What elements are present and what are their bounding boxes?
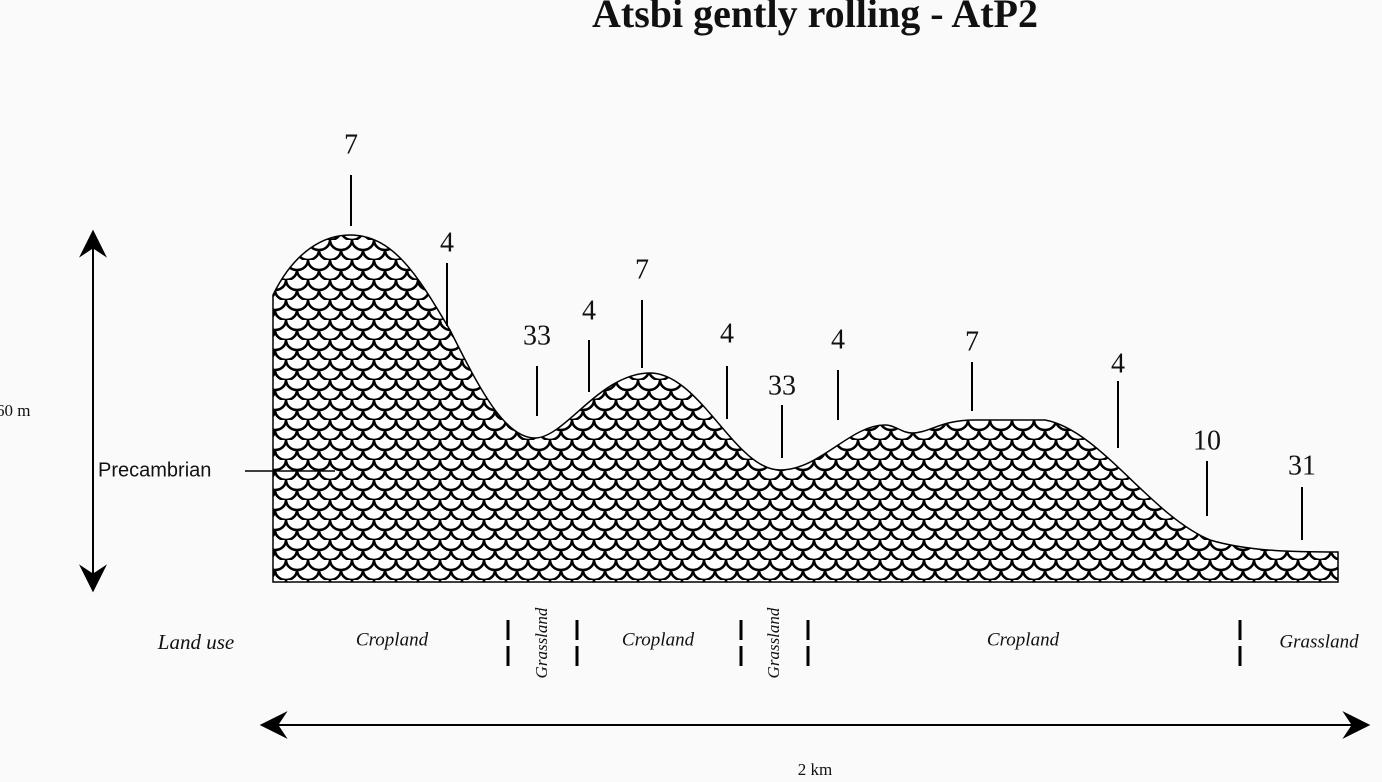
terrain-profile (272, 234, 1339, 583)
land-use-label: Land use (157, 630, 234, 654)
slope-label: 7 (635, 254, 649, 285)
land-use-unit: Cropland (987, 629, 1060, 650)
slope-label: 4 (831, 324, 845, 355)
vertical-scale-label: 60 m (0, 401, 30, 420)
slope-label: 4 (440, 227, 454, 258)
slope-label: 33 (523, 320, 551, 351)
slope-label: 10 (1193, 425, 1221, 456)
land-use-unit: Cropland (622, 629, 695, 650)
slope-label: 4 (1111, 348, 1125, 379)
geology-label: Precambrian (98, 459, 211, 481)
slope-label: 31 (1288, 450, 1316, 481)
title: Atsbi gently rolling - AtP2 (592, 0, 1038, 36)
land-use-unit: Cropland (356, 629, 429, 650)
horizontal-scale-label: 2 km (798, 760, 832, 779)
land-use-dividers (506, 620, 1242, 668)
slope-label: 4 (582, 295, 596, 326)
slope-label: 7 (965, 326, 979, 357)
slope-label: 33 (768, 370, 796, 401)
slope-label: 4 (720, 318, 734, 349)
land-use-unit: Grassland (764, 607, 783, 678)
land-use-unit: Grassland (532, 607, 551, 678)
slope-label: 7 (344, 129, 358, 160)
land-use-unit: Grassland (1279, 631, 1359, 652)
